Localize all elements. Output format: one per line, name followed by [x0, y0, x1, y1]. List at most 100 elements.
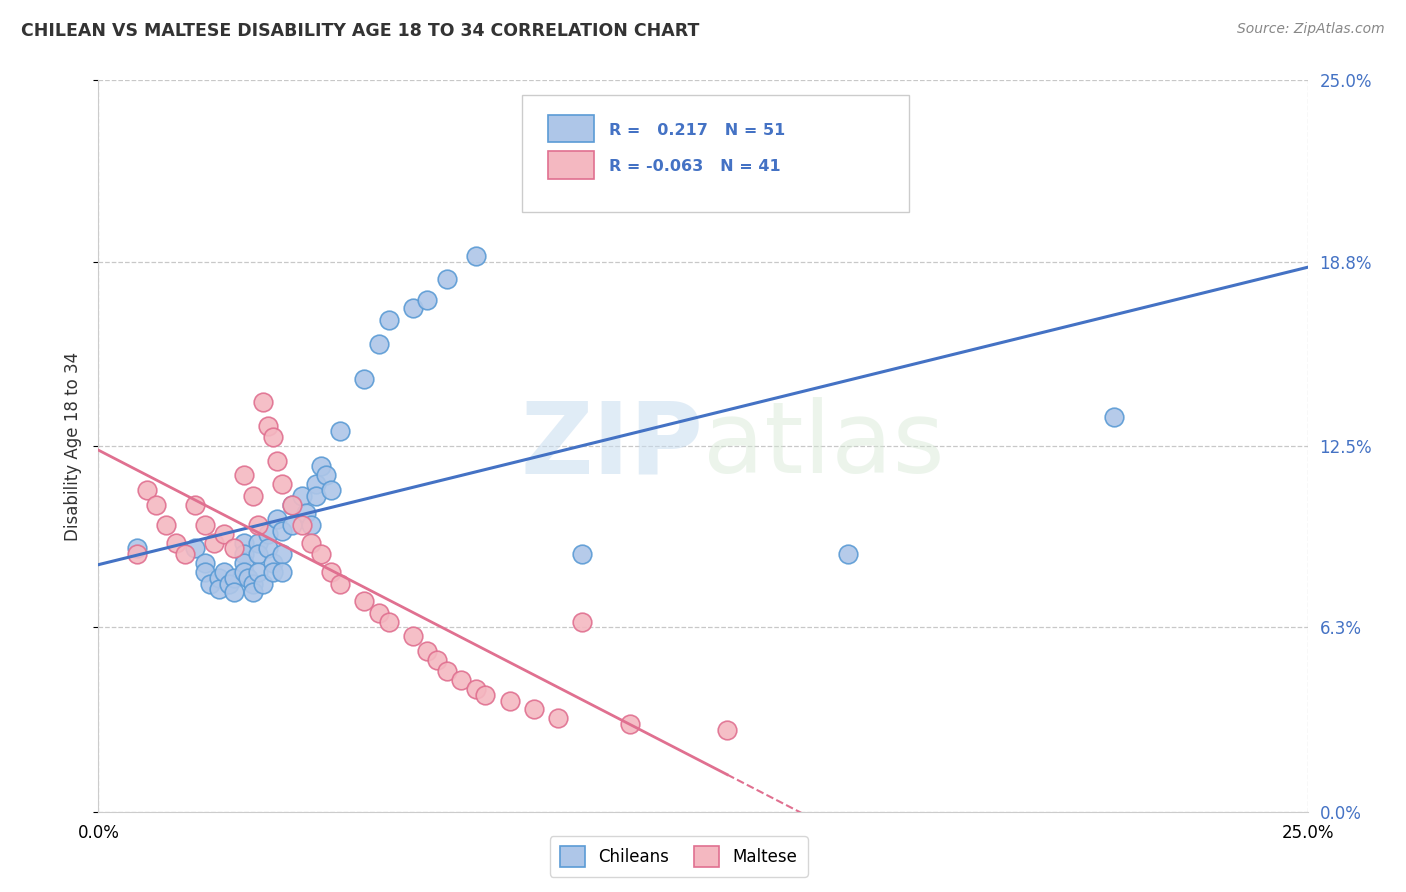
Point — [402, 301, 425, 316]
Point — [305, 477, 328, 491]
Point — [295, 506, 318, 520]
FancyBboxPatch shape — [548, 152, 595, 179]
Point — [319, 565, 342, 579]
Point — [436, 272, 458, 286]
Point — [242, 489, 264, 503]
Point — [436, 665, 458, 679]
Text: R =   0.217   N = 51: R = 0.217 N = 51 — [609, 122, 785, 137]
Point — [353, 594, 375, 608]
Point — [194, 556, 217, 570]
Point — [309, 459, 332, 474]
Point — [523, 702, 546, 716]
Text: R = -0.063   N = 41: R = -0.063 N = 41 — [609, 159, 780, 174]
Point — [271, 477, 294, 491]
Point — [184, 541, 207, 556]
Point — [377, 615, 399, 629]
Text: ZIP: ZIP — [520, 398, 703, 494]
Point — [377, 313, 399, 327]
Point — [837, 547, 859, 561]
Point — [127, 541, 149, 556]
Point — [252, 395, 274, 409]
Point — [271, 524, 294, 538]
Point — [329, 576, 352, 591]
Point — [1102, 409, 1125, 424]
Point — [247, 547, 270, 561]
Point — [281, 518, 304, 533]
Point — [194, 565, 217, 579]
Point — [309, 547, 332, 561]
Point — [222, 571, 245, 585]
Point — [329, 425, 352, 439]
Point — [262, 430, 284, 444]
Point — [262, 556, 284, 570]
Point — [416, 644, 439, 658]
Point — [368, 606, 391, 620]
Point — [368, 336, 391, 351]
Point — [315, 468, 337, 483]
Text: atlas: atlas — [703, 398, 945, 494]
Point — [271, 547, 294, 561]
Y-axis label: Disability Age 18 to 34: Disability Age 18 to 34 — [65, 351, 83, 541]
Point — [218, 576, 240, 591]
FancyBboxPatch shape — [548, 115, 595, 143]
Point — [571, 615, 593, 629]
Point — [450, 673, 472, 687]
Point — [174, 547, 197, 561]
Point — [247, 518, 270, 533]
Point — [353, 372, 375, 386]
Point — [184, 498, 207, 512]
Point — [319, 483, 342, 497]
Point — [281, 498, 304, 512]
Point — [232, 565, 254, 579]
Point — [247, 535, 270, 549]
Point — [204, 535, 226, 549]
Point — [222, 541, 245, 556]
Point — [155, 518, 177, 533]
Point — [212, 526, 235, 541]
Point — [127, 547, 149, 561]
Point — [464, 681, 486, 696]
Point — [222, 585, 245, 599]
Point — [232, 547, 254, 561]
Point — [716, 723, 738, 737]
Point — [290, 518, 312, 533]
FancyBboxPatch shape — [522, 95, 908, 212]
Point — [290, 489, 312, 503]
Point — [281, 498, 304, 512]
Point — [232, 556, 254, 570]
Point — [266, 512, 288, 526]
Point — [416, 293, 439, 307]
Point — [426, 652, 449, 666]
Point — [165, 535, 187, 549]
Point — [256, 526, 278, 541]
Point — [474, 688, 496, 702]
Point — [299, 518, 322, 533]
Point — [252, 576, 274, 591]
Legend: Chileans, Maltese: Chileans, Maltese — [550, 836, 807, 877]
Point — [256, 541, 278, 556]
Point — [194, 518, 217, 533]
Point — [242, 585, 264, 599]
Text: Source: ZipAtlas.com: Source: ZipAtlas.com — [1237, 22, 1385, 37]
Point — [464, 249, 486, 263]
Point — [135, 483, 157, 497]
Point — [619, 717, 641, 731]
Point — [198, 576, 221, 591]
Point — [402, 629, 425, 643]
Point — [498, 693, 520, 707]
Point — [266, 453, 288, 467]
Point — [299, 535, 322, 549]
Point — [256, 418, 278, 433]
Point — [232, 535, 254, 549]
Point — [271, 565, 294, 579]
Point — [547, 711, 569, 725]
Point — [208, 571, 231, 585]
Point — [232, 468, 254, 483]
Point — [262, 565, 284, 579]
Point — [208, 582, 231, 597]
Text: CHILEAN VS MALTESE DISABILITY AGE 18 TO 34 CORRELATION CHART: CHILEAN VS MALTESE DISABILITY AGE 18 TO … — [21, 22, 699, 40]
Point — [238, 571, 260, 585]
Point — [212, 565, 235, 579]
Point — [145, 498, 167, 512]
Point — [571, 547, 593, 561]
